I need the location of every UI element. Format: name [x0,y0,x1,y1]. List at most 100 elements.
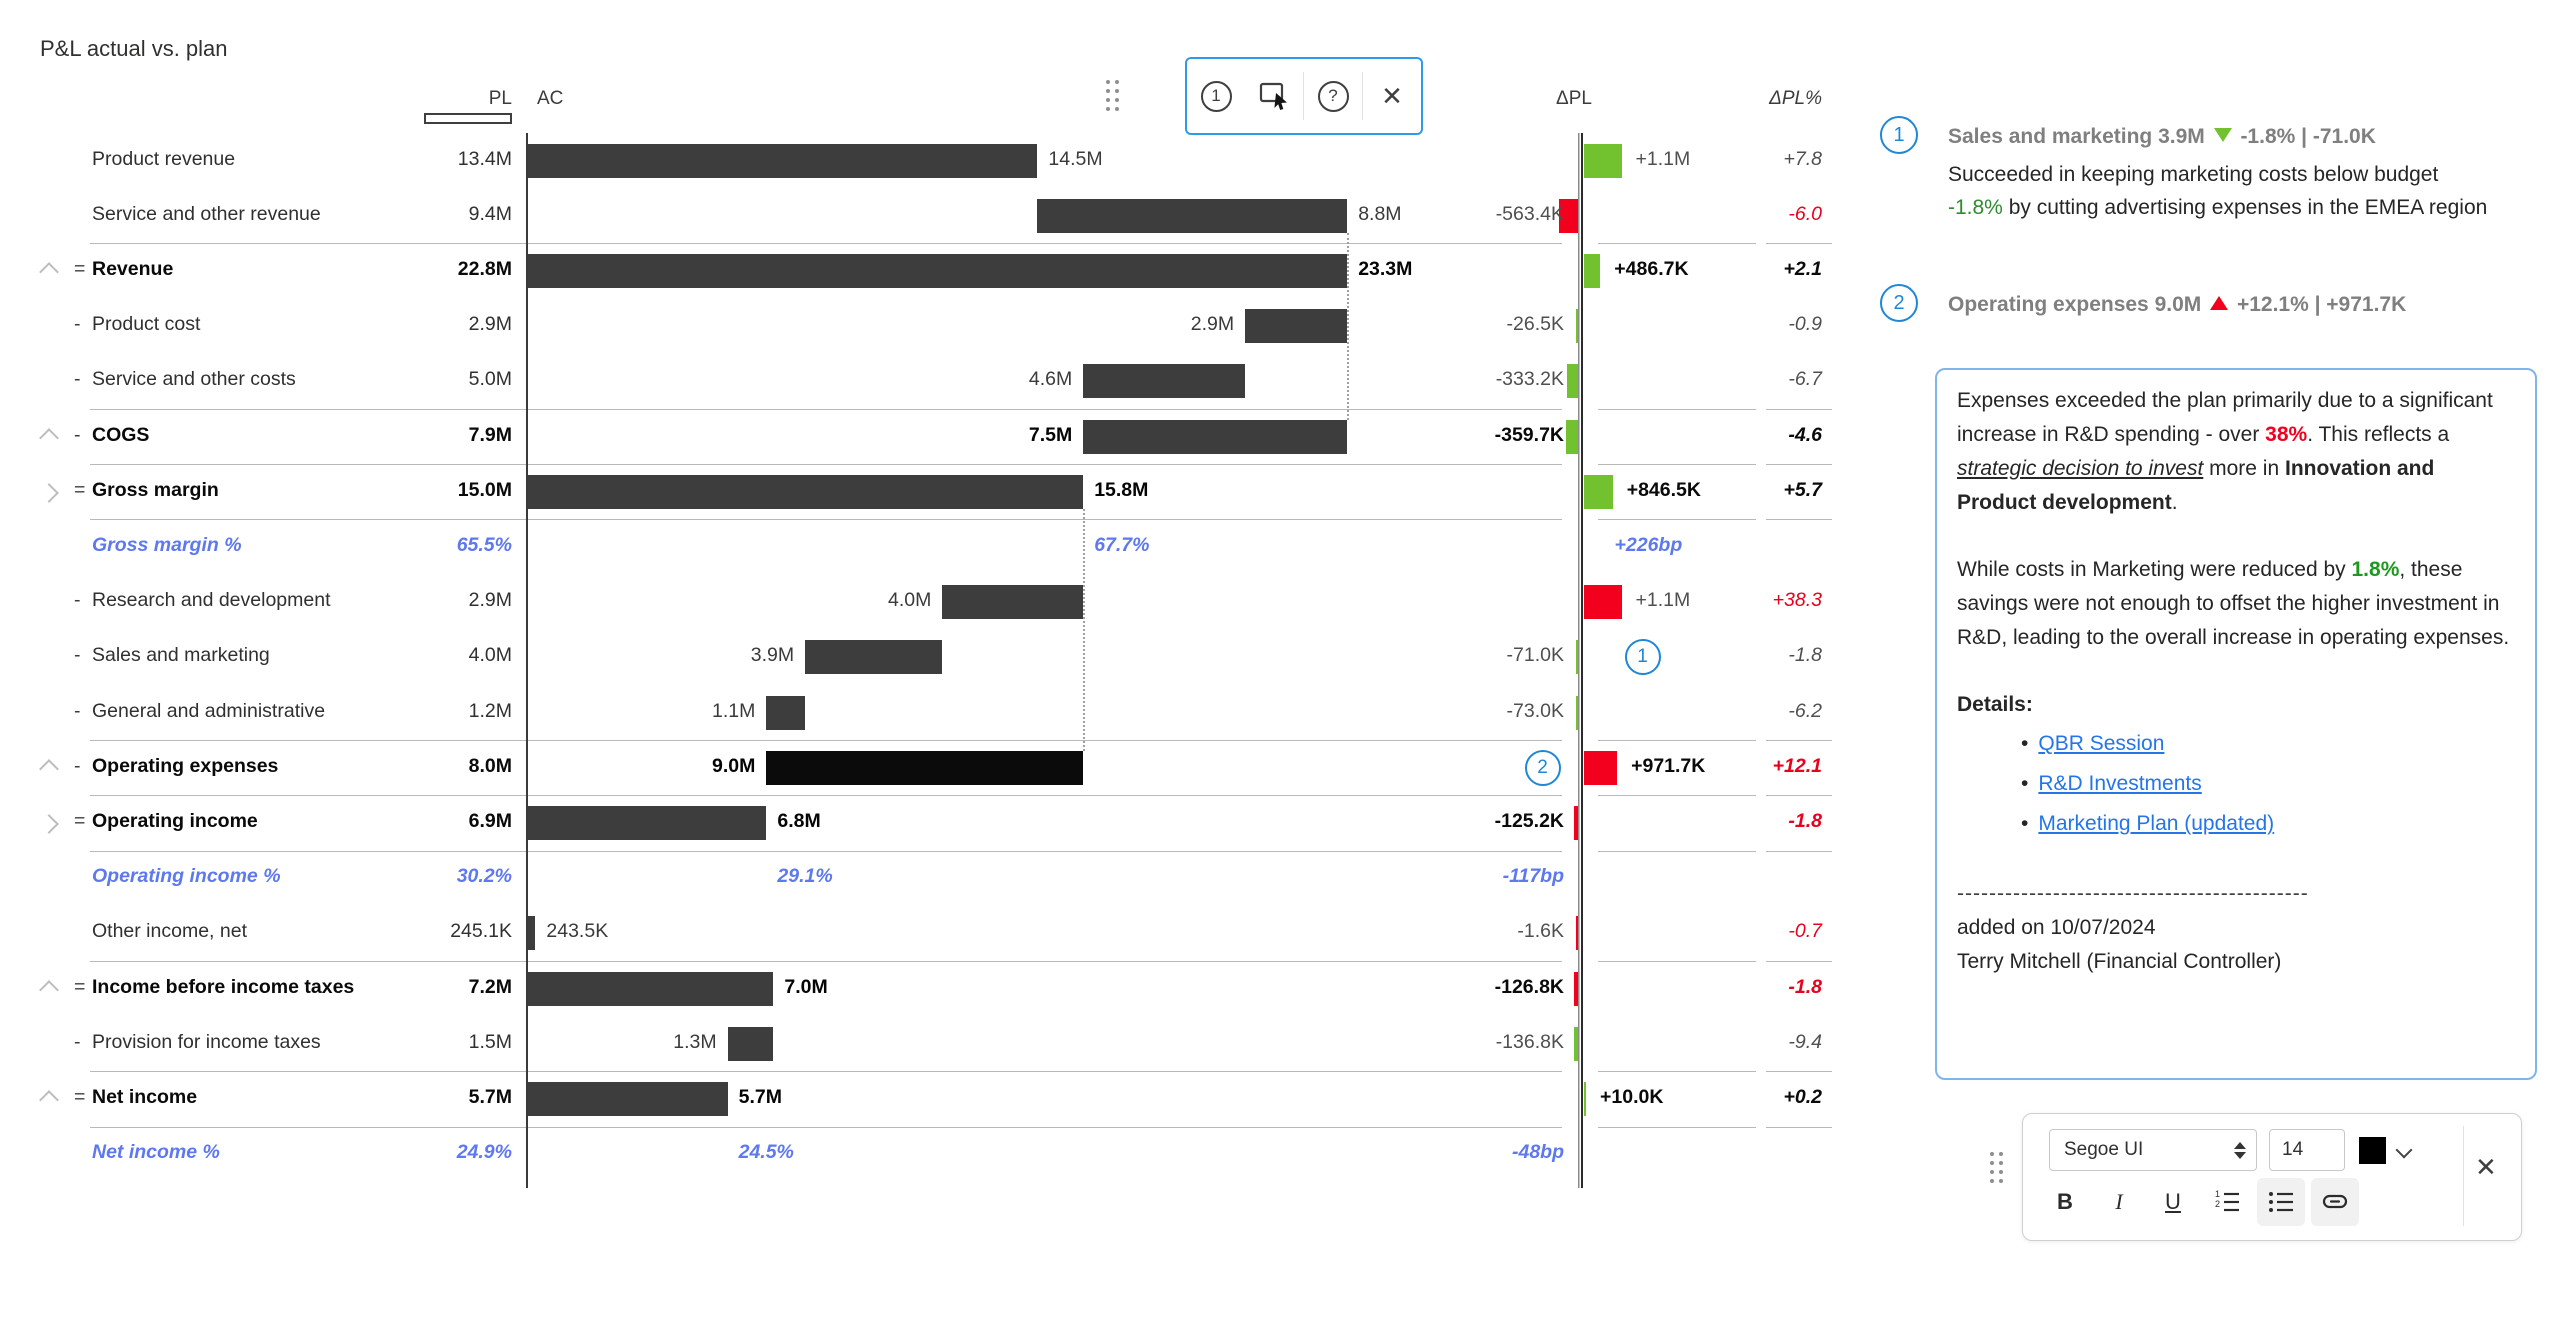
delta-pct-label: -4.6 [1788,423,1822,446]
value-axis [526,133,528,1188]
row-label: Net income [92,1086,198,1108]
delta-value-label: -125.2K [1494,810,1564,832]
delta-bar[interactable] [1583,254,1601,288]
chevron-up-icon[interactable] [39,1090,59,1110]
chevron-up-icon[interactable] [39,262,59,282]
ac-value-label: 2.9M [1190,313,1235,336]
close-toolbar-button[interactable]: ✕ [1363,61,1421,131]
delta-bar[interactable] [1573,1026,1579,1061]
close-format-toolbar-button[interactable]: ✕ [2475,1152,2497,1182]
pl-value: 5.7M [468,1086,512,1108]
color-swatch [2359,1136,2386,1164]
comment-marker-2[interactable]: 2 [1524,749,1561,786]
ac-bar[interactable] [727,1026,774,1061]
font-size-input[interactable]: 14 [2269,1129,2345,1171]
row-separator [1766,409,1832,410]
pl-value: 2.9M [468,313,512,336]
delta-bar[interactable] [1583,750,1618,785]
delta-bar[interactable] [1576,916,1579,951]
bullet-list-button[interactable] [2257,1178,2305,1226]
ac-bar[interactable] [1245,309,1348,344]
comment-marker-1[interactable]: 1 [1624,639,1661,676]
row-separator [1766,740,1832,742]
delta-bar[interactable] [1574,971,1579,1006]
delta-bar[interactable] [1583,585,1622,620]
ac-bar[interactable] [1083,364,1246,399]
ac-bar[interactable] [1083,419,1348,454]
ac-bar[interactable] [527,916,536,951]
chevron-right-icon[interactable] [39,814,59,834]
underline-button[interactable]: U [2165,1189,2181,1214]
format-toolbar-drag-handle[interactable] [1990,1152,2003,1183]
comment-marker-2-badge[interactable]: 2 [1880,284,1918,322]
delta-pct-label: -0.9 [1788,313,1822,336]
comment-editor[interactable]: Expenses exceeded the plan primarily due… [1935,368,2537,1080]
pl-value: 7.2M [468,975,512,998]
help-icon: ? [1317,80,1349,112]
font-color-picker[interactable] [2359,1129,2451,1171]
ac-bar[interactable] [527,474,1084,509]
close-icon: ✕ [1381,81,1403,111]
ac-bar[interactable] [766,750,1084,785]
ac-bar[interactable] [805,640,943,675]
italic-button[interactable]: I [2115,1189,2123,1214]
detail-link[interactable]: QBR Session [2038,732,2165,755]
chevron-up-icon[interactable] [39,427,59,448]
delta-bar[interactable] [1576,309,1579,344]
delta-bar[interactable] [1559,198,1579,233]
ac-bar[interactable] [766,695,806,730]
row-label: Operating income % [92,865,281,888]
delta-bar[interactable] [1576,695,1579,730]
delta-bar[interactable] [1567,364,1579,399]
delta-pct-label: -6.0 [1788,202,1822,225]
delta-pct-label: +0.2 [1783,1086,1823,1108]
row-operator: - [74,423,81,446]
delta-bar[interactable] [1576,640,1579,675]
ac-bar[interactable] [527,806,767,840]
detail-list-item: QBR Session [2021,724,2515,764]
chevron-up-icon[interactable] [39,979,59,1000]
row-operator: - [74,313,81,336]
delta-pct-label: -6.7 [1788,368,1822,391]
chevron-right-icon[interactable] [39,482,59,503]
select-comment-marker-button[interactable] [1245,61,1303,131]
help-button[interactable]: ? [1304,61,1362,131]
ac-value-label: 24.5% [738,1141,794,1164]
delta-bar[interactable] [1583,474,1613,509]
detail-link[interactable]: R&D Investments [2038,772,2202,795]
delta-pct-label: +38.3 [1772,589,1822,612]
font-family-select[interactable]: Segoe UI [2049,1129,2257,1171]
numbered-list-button[interactable]: 1 2 [2203,1178,2251,1226]
delta-bar[interactable] [1566,419,1579,454]
annotations-button[interactable]: 1 [1187,61,1245,131]
insert-link-button[interactable] [2311,1178,2359,1226]
pl-value: 22.8M [457,258,512,280]
ac-value-label: 67.7% [1094,534,1150,556]
ac-value-label: 4.6M [1028,368,1073,391]
ac-bar[interactable] [527,143,1038,178]
chevron-up-icon[interactable] [39,758,59,779]
ac-bar[interactable] [1037,198,1348,233]
delta-value-label: +10.0K [1600,1086,1664,1108]
row-separator [1598,740,1756,742]
row-separator [1766,1071,1832,1073]
detail-link[interactable]: Marketing Plan (updated) [2038,812,2275,835]
ac-bar[interactable] [527,254,1348,288]
ac-bar[interactable] [527,1082,728,1116]
ac-bar[interactable] [527,971,774,1006]
row-label: Net income % [92,1141,220,1164]
delta-bar[interactable] [1574,806,1579,840]
row-separator [1598,961,1756,962]
comment-marker-1-badge[interactable]: 1 [1880,116,1918,154]
delta-bar[interactable] [1583,143,1622,178]
waterfall-guide-revenue [1347,233,1349,420]
bold-button[interactable]: B [2057,1189,2073,1214]
delta-value-label: -136.8K [1495,1030,1564,1053]
row-separator [90,243,1562,245]
delta-bar[interactable] [1583,1082,1586,1116]
toolbar-drag-handle[interactable] [1106,80,1119,111]
row-operator: - [74,368,81,391]
row-separator [1766,519,1832,521]
row-label: General and administrative [92,699,326,722]
ac-bar[interactable] [942,585,1084,620]
